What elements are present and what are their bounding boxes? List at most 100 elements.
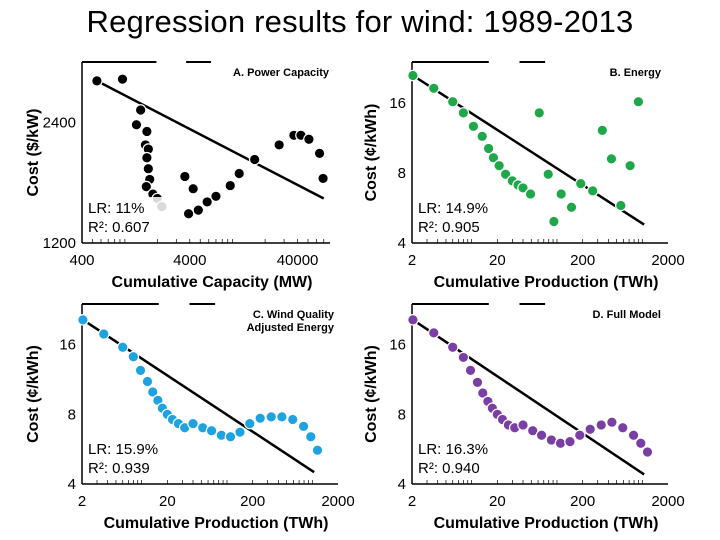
r-squared-label: R²: 0.607 [88, 219, 150, 236]
x-tick-label: 20 [159, 493, 176, 510]
data-point [616, 421, 629, 434]
data-point [141, 375, 154, 388]
data-point [542, 168, 555, 181]
data-point [517, 182, 529, 194]
x-axis-title: Cumulative Production (TWh) [434, 515, 659, 532]
y-tick-label: 4 [398, 235, 406, 252]
data-point [606, 416, 618, 428]
data-point [586, 185, 599, 197]
panel-c: 2 20 200 2000 4 8 16 Cumulative Production (TWh… [25, 303, 355, 532]
data-point [141, 151, 153, 164]
data-point [548, 215, 560, 228]
data-point [574, 177, 587, 190]
data-point [584, 423, 596, 436]
x-tick-label: 20 [489, 493, 506, 510]
data-point [482, 142, 495, 155]
data-point [407, 314, 419, 326]
data-point [243, 417, 256, 430]
x-tick-label: 2000 [321, 493, 354, 510]
y-tick-label: 4 [68, 476, 76, 493]
data-point [201, 196, 213, 208]
data-point [313, 147, 326, 160]
stats-box [414, 438, 502, 480]
data-point [233, 167, 246, 180]
data-point [457, 107, 470, 119]
data-point [304, 430, 317, 443]
data-point [127, 350, 140, 363]
y-tick-label: 16 [389, 337, 406, 354]
data-point [615, 199, 627, 212]
x-tick-label: 200 [570, 493, 595, 510]
y-axis-title: Cost (¢/kWh) [363, 104, 380, 202]
data-point [234, 426, 246, 438]
y-axis-title: Cost (¢/kWh) [363, 345, 380, 443]
data-point [179, 170, 191, 183]
data-point [210, 190, 222, 203]
data-point [77, 314, 89, 326]
data-point [134, 104, 147, 116]
data-point [627, 429, 640, 442]
panel-b: 2 20 200 2000 4 8 16 Cumulative Production (TWh… [363, 61, 685, 291]
data-point [605, 153, 618, 165]
data-point [595, 419, 608, 431]
data-point [97, 328, 110, 340]
data-point [427, 82, 440, 95]
data-point [624, 159, 636, 172]
y-tick-label: 16 [59, 337, 76, 354]
panel-title: B. Energy [610, 67, 662, 79]
r-squared-label: R²: 0.940 [418, 460, 480, 477]
data-point [555, 188, 567, 200]
y-axis-title: Cost ($/kW) [25, 109, 42, 197]
panel-a: 400 4000 40000 1200 2400 Cumulative Capacity … [25, 61, 330, 291]
data-point [134, 364, 147, 377]
data-point [446, 341, 459, 354]
data-point [297, 420, 310, 433]
r-squared-label: R²: 0.939 [88, 460, 150, 477]
x-tick-label: 20 [489, 252, 506, 269]
learning-rate-label: LR: 11% [88, 200, 144, 217]
data-point [140, 180, 153, 193]
data-point [641, 446, 654, 458]
stats-box [84, 438, 172, 480]
data-point [187, 417, 199, 430]
data-point [205, 424, 218, 437]
data-point [286, 413, 299, 426]
panel-title: Adjusted Energy [247, 322, 335, 334]
x-tick-label: 2 [408, 252, 416, 269]
data-point [457, 351, 470, 364]
data-point [276, 411, 288, 423]
data-point [533, 107, 546, 119]
data-point [476, 387, 489, 399]
data-point [632, 95, 645, 108]
data-point [273, 139, 285, 151]
learning-rate-label: LR: 14.9% [418, 200, 488, 217]
data-point [517, 419, 529, 431]
learning-rate-label: LR: 15.9% [88, 441, 158, 458]
y-axis-title: Cost (¢/kWh) [25, 345, 42, 443]
data-point [564, 435, 576, 448]
data-point [493, 159, 505, 172]
y-tick-label: 2400 [43, 115, 76, 132]
y-tick-label: 1200 [43, 235, 76, 252]
y-tick-label: 8 [68, 406, 76, 423]
data-point [141, 125, 153, 138]
x-axis-title: Cumulative Production (TWh) [104, 515, 329, 532]
data-point [187, 182, 199, 195]
data-point [554, 437, 567, 450]
x-tick-label: 2 [78, 493, 86, 510]
data-point [265, 411, 278, 423]
data-point [471, 376, 484, 389]
data-point [142, 162, 155, 175]
data-point [303, 133, 315, 146]
data-point [317, 172, 329, 185]
r-squared-label: R²: 0.905 [418, 219, 480, 236]
panel-title: A. Power Capacity [233, 67, 330, 79]
y-tick-label: 16 [389, 95, 406, 112]
x-axis-title: Cumulative Capacity (MW) [112, 274, 313, 291]
data-point [467, 120, 480, 133]
x-tick-label: 4000 [173, 252, 206, 269]
panel-title: D. Full Model [593, 309, 661, 321]
stats-box [84, 197, 172, 239]
x-tick-label: 200 [240, 493, 265, 510]
